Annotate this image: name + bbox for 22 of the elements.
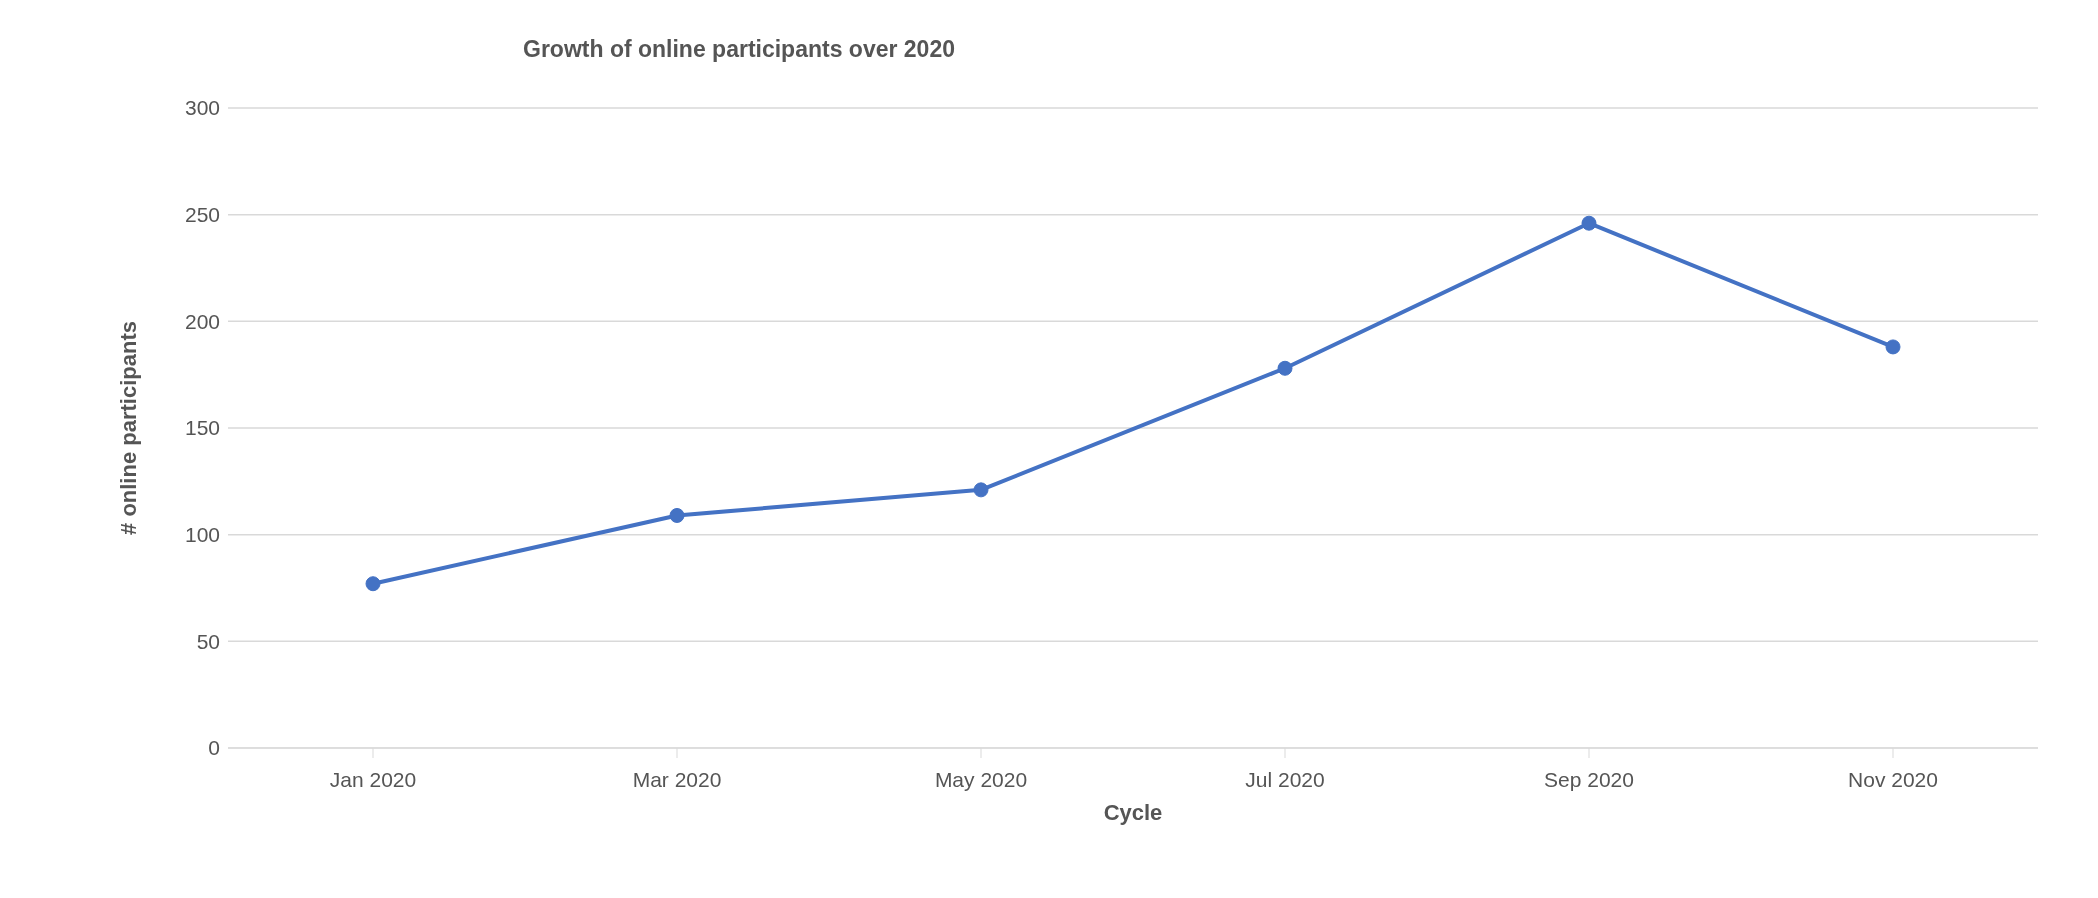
y-tick-label: 300 (184, 96, 220, 120)
x-tick-label: Mar 2020 (632, 767, 722, 791)
point (669, 507, 685, 523)
point (1277, 360, 1293, 376)
point (973, 482, 989, 498)
x-tick-label: May 2020 (934, 767, 1028, 791)
point (365, 576, 381, 592)
y-axis-title: # online participants (115, 321, 141, 535)
point (1581, 215, 1597, 231)
y-tick-label: 0 (208, 736, 220, 760)
x-tick-label: Sep 2020 (1544, 767, 1634, 791)
y-tick-label: 50 (196, 629, 220, 653)
x-tick-label: Jul 2020 (1245, 767, 1325, 791)
y-tick-label: 150 (184, 416, 220, 440)
y-tick-label: 100 (184, 523, 220, 547)
point (1885, 339, 1901, 355)
x-tick-label: Jan 2020 (329, 767, 417, 791)
y-tick-label: 200 (184, 309, 220, 333)
x-axis-title: Cycle (1103, 800, 1163, 825)
y-tick-label: 250 (184, 203, 220, 227)
x-tick-label: Nov 2020 (1848, 767, 1938, 791)
chart-title: Growth of online participants over 2020 (523, 36, 955, 63)
